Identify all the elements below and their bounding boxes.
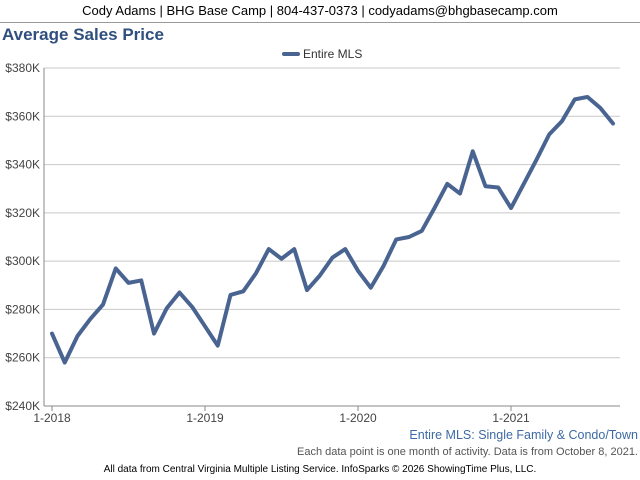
data-point-2-2020 [370,287,372,289]
data-point-4-2021 [548,133,550,135]
data-point-10-2018 [166,307,168,309]
data-point-3-2020 [383,265,384,267]
data-note: Each data point is one month of activity… [297,446,638,458]
data-point-7-2020 [434,207,435,209]
data-point-8-2019 [293,248,295,250]
data-point-6-2021 [574,98,576,100]
data-point-7-2018 [128,282,129,284]
data-point-9-2021 [612,123,614,125]
y-tick-label: $300K [5,254,40,268]
data-point-2-2018 [64,362,66,364]
y-tick-label: $240K [5,399,40,413]
data-point-8-2020 [446,183,448,185]
y-tick-label: $340K [5,158,40,172]
data-point-11-2018 [179,292,180,294]
x-tick-label: 1-2019 [186,411,224,425]
legend-label: Entire MLS [303,47,362,61]
series-line-entire-mls [50,94,615,365]
y-tick-label: $380K [5,61,40,75]
y-tick-label: $360K [5,109,40,123]
data-point-8-2018 [140,279,142,281]
data-point-8-2021 [599,107,601,109]
data-point-11-2020 [485,185,486,187]
chart-subtitle: Entire MLS: Single Family & Condo/Town [409,428,638,442]
data-point-6-2020 [421,230,423,232]
y-tick-label: $320K [5,206,40,220]
data-point-1-2019 [204,325,206,327]
contact-header: Cody Adams | BHG Base Camp | 804-437-037… [0,0,640,23]
footer: All data from Central Virginia Multiple … [103,464,537,475]
data-point-6-2018 [115,267,117,269]
data-point-7-2021 [587,96,588,98]
x-tick-label: 1-2021 [492,411,530,425]
data-point-1-2021 [510,207,512,209]
data-point-2-2021 [523,183,525,185]
data-point-9-2019 [306,289,308,291]
data-point-3-2021 [536,159,537,161]
data-point-10-2020 [472,150,474,152]
data-point-12-2020 [497,187,499,189]
chart-title: Average Sales Price [2,25,164,44]
data-point-9-2020 [459,193,461,195]
data-point-3-2018 [77,335,78,337]
data-point-1-2020 [357,270,359,272]
data-point-10-2019 [319,275,321,277]
data-point-1-2018 [51,333,53,335]
y-tick-label: $260K [5,351,40,365]
x-tick-label: 1-2020 [339,411,377,425]
data-point-12-2019 [344,248,346,250]
data-point-3-2019 [230,294,231,296]
data-point-5-2021 [561,120,563,122]
data-point-5-2018 [102,304,104,306]
data-point-5-2019 [255,272,257,274]
data-point-4-2019 [242,290,244,292]
x-tick-label: 1-2018 [33,411,71,425]
data-point-9-2018 [153,333,155,335]
data-point-7-2019 [281,258,282,260]
data-point-2-2019 [217,345,219,347]
data-point-11-2019 [332,257,333,259]
data-point-5-2020 [408,236,410,238]
data-point-4-2020 [395,238,397,240]
data-point-12-2018 [191,306,193,308]
data-point-4-2018 [89,318,91,320]
y-tick-label: $280K [5,302,40,316]
data-point-6-2019 [268,248,270,250]
